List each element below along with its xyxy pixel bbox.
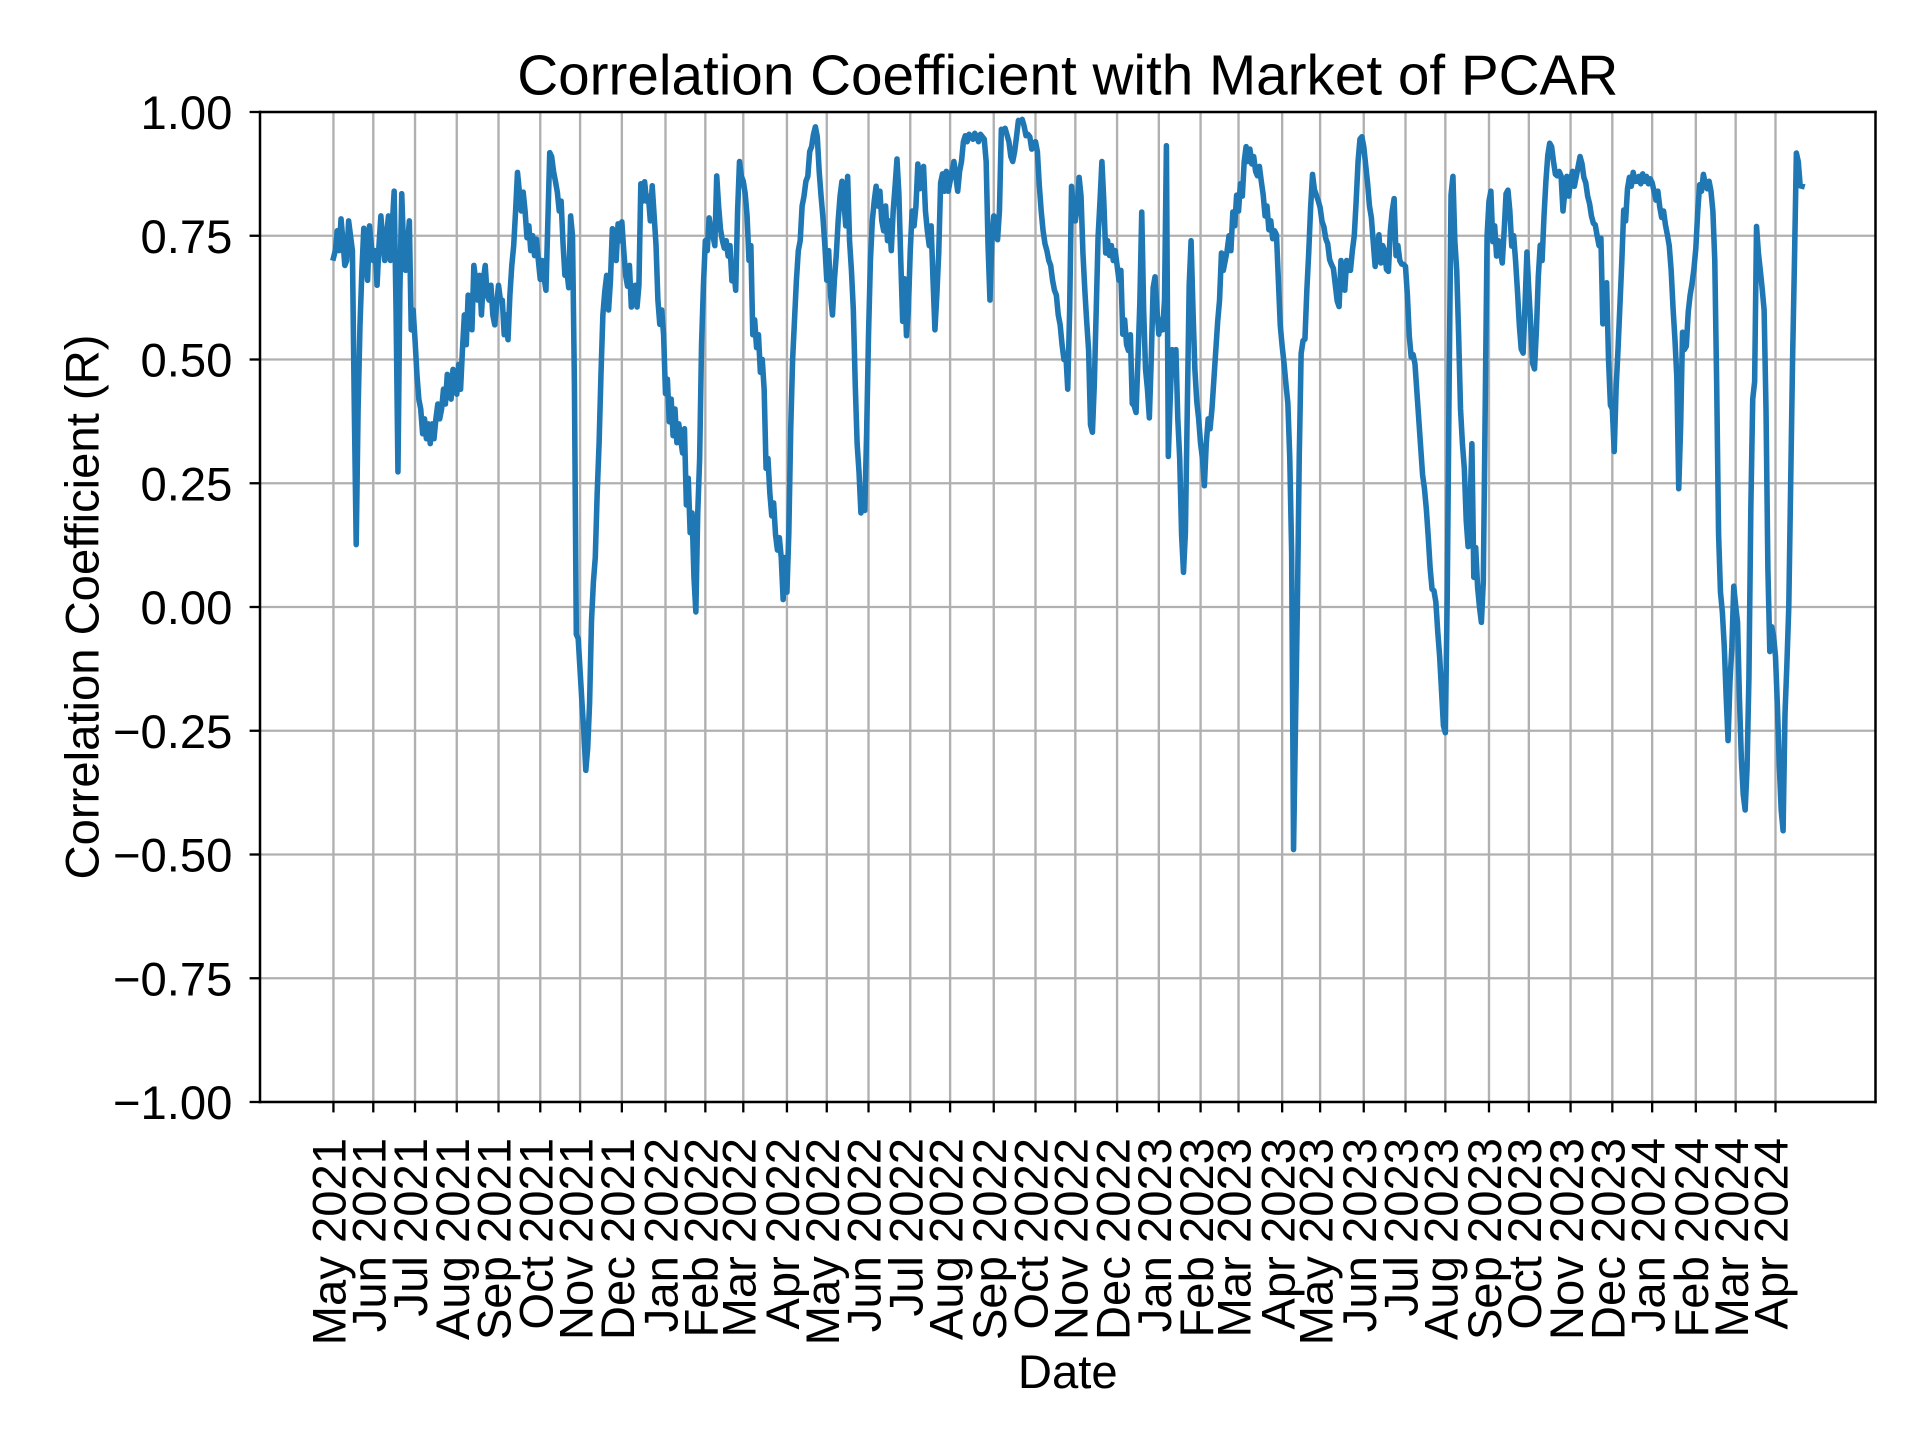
svg-text:Apr 2022: Apr 2022 [757, 1138, 810, 1330]
svg-text:Jan 2023: Jan 2023 [1129, 1138, 1182, 1332]
svg-text:−1.00: −1.00 [113, 1077, 232, 1130]
svg-text:Mar 2022: Mar 2022 [713, 1138, 766, 1337]
svg-text:Sep 2021: Sep 2021 [469, 1138, 522, 1340]
svg-text:Jan 2024: Jan 2024 [1622, 1138, 1675, 1332]
svg-text:Feb 2024: Feb 2024 [1666, 1138, 1719, 1338]
svg-text:Aug 2021: Aug 2021 [427, 1138, 480, 1340]
svg-text:Feb 2022: Feb 2022 [676, 1138, 729, 1338]
svg-text:Oct 2022: Oct 2022 [1006, 1138, 1059, 1330]
svg-text:Aug 2023: Aug 2023 [1416, 1138, 1469, 1340]
svg-text:Mar 2023: Mar 2023 [1209, 1138, 1262, 1337]
svg-text:0.75: 0.75 [140, 211, 232, 264]
svg-text:Sep 2022: Sep 2022 [964, 1138, 1017, 1340]
svg-text:Correlation Coefficient (R): Correlation Coefficient (R) [57, 335, 110, 880]
svg-text:1.00: 1.00 [140, 87, 232, 140]
svg-text:May 2021: May 2021 [304, 1138, 357, 1345]
svg-text:Mar 2024: Mar 2024 [1706, 1138, 1759, 1337]
svg-text:Nov 2023: Nov 2023 [1541, 1138, 1594, 1340]
svg-text:May 2022: May 2022 [797, 1138, 850, 1345]
svg-text:−0.50: −0.50 [113, 830, 232, 883]
svg-text:Nov 2021: Nov 2021 [550, 1138, 603, 1340]
svg-text:Date: Date [1018, 1346, 1118, 1399]
svg-text:Jun 2021: Jun 2021 [343, 1138, 396, 1332]
svg-text:Jun 2023: Jun 2023 [1334, 1138, 1387, 1332]
svg-text:Jun 2022: Jun 2022 [839, 1138, 892, 1332]
svg-text:Dec 2021: Dec 2021 [592, 1138, 645, 1340]
svg-text:Dec 2022: Dec 2022 [1087, 1138, 1140, 1340]
svg-text:Aug 2022: Aug 2022 [920, 1138, 973, 1340]
svg-text:0.50: 0.50 [140, 335, 232, 388]
svg-text:Oct 2023: Oct 2023 [1499, 1138, 1552, 1330]
svg-text:May 2023: May 2023 [1290, 1138, 1343, 1345]
svg-text:−0.25: −0.25 [113, 706, 232, 759]
svg-text:Oct 2021: Oct 2021 [510, 1138, 563, 1330]
svg-text:0.00: 0.00 [140, 582, 232, 635]
svg-text:Sep 2023: Sep 2023 [1459, 1138, 1512, 1340]
svg-text:Jul 2022: Jul 2022 [880, 1138, 933, 1317]
svg-text:Dec 2023: Dec 2023 [1583, 1138, 1636, 1340]
svg-text:Feb 2023: Feb 2023 [1171, 1138, 1224, 1338]
svg-text:Jul 2021: Jul 2021 [385, 1138, 438, 1317]
svg-text:Apr 2023: Apr 2023 [1252, 1138, 1305, 1330]
svg-text:Nov 2022: Nov 2022 [1046, 1138, 1099, 1340]
svg-text:−0.75: −0.75 [113, 953, 232, 1006]
svg-text:Jul 2023: Jul 2023 [1376, 1138, 1429, 1317]
svg-text:0.25: 0.25 [140, 458, 232, 511]
svg-text:Apr 2024: Apr 2024 [1746, 1138, 1799, 1330]
svg-text:Jan 2022: Jan 2022 [636, 1138, 689, 1332]
svg-text:Correlation Coefficient with M: Correlation Coefficient with Market of P… [517, 45, 1618, 108]
